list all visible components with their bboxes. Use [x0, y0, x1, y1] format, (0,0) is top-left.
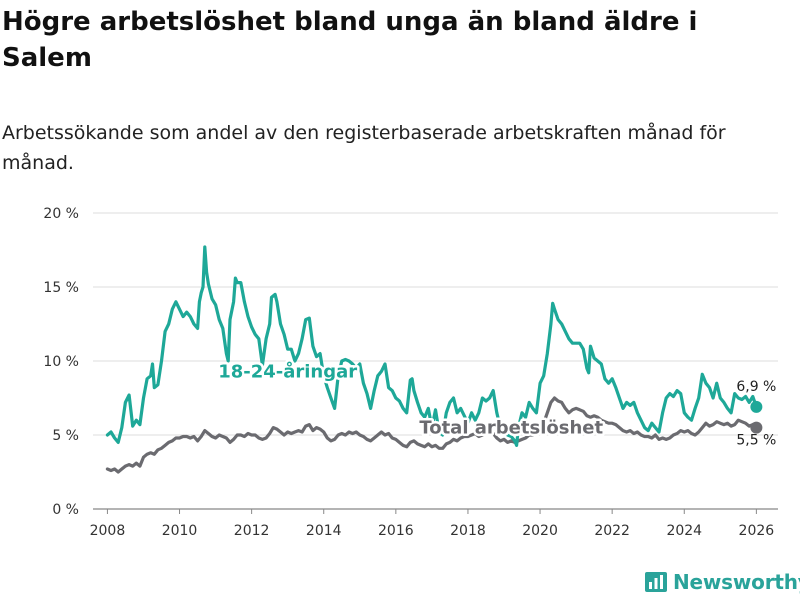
end-value-youth: 6,9 % — [736, 379, 776, 395]
x-tick-label: 2016 — [378, 523, 414, 539]
end-marker-youth — [750, 400, 763, 413]
x-tick-label: 2010 — [162, 523, 198, 539]
series-label-total: Total arbetslöshet — [419, 418, 603, 439]
y-tick-label: 15 % — [43, 280, 79, 296]
end-marker-total — [750, 421, 763, 434]
x-tick-label: 2008 — [90, 523, 126, 539]
series-label-youth: 18-24-åringar — [218, 360, 357, 382]
y-tick-label: 0 % — [52, 502, 79, 518]
x-tick-label: 2012 — [234, 523, 270, 539]
y-tick-label: 20 % — [43, 206, 79, 222]
x-tick-label: 2020 — [522, 523, 558, 539]
x-tick-label: 2018 — [450, 523, 486, 539]
x-tick-label: 2024 — [666, 523, 702, 539]
end-value-total: 5,5 % — [736, 433, 776, 449]
x-tick-label: 2026 — [739, 523, 775, 539]
y-tick-label: 10 % — [43, 354, 79, 370]
y-tick-label: 5 % — [52, 428, 79, 444]
series-line-youth — [105, 245, 758, 447]
x-tick-label: 2014 — [306, 523, 342, 539]
newsworthy-logo-icon — [645, 572, 667, 592]
x-tick-label: 2022 — [594, 523, 630, 539]
series-line-total — [105, 396, 758, 474]
chart-title: Högre arbetslöshet bland unga än bland ä… — [2, 7, 698, 73]
brand-name: Newsworthy — [673, 570, 800, 594]
brand-logo: Newsworthy — [645, 569, 800, 595]
chart-subtitle: Arbetssökande som andel av den registerb… — [2, 122, 726, 174]
